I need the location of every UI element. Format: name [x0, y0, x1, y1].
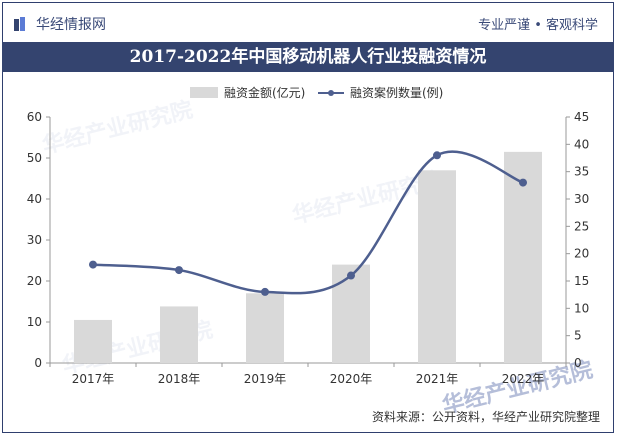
bar-3 — [332, 264, 370, 363]
line-point-2 — [261, 287, 269, 296]
left-tick-label: 20 — [27, 274, 42, 288]
legend-line-swatch — [318, 89, 344, 96]
left-tick-label: 0 — [34, 356, 42, 370]
legend: 融资金额(亿元) 融资案例数量(例) — [0, 80, 618, 102]
right-tick-label: 0 — [574, 356, 582, 370]
brand: 华经情报网 — [14, 14, 106, 34]
bar-5 — [504, 151, 542, 363]
x-tick-label: 2017年 — [72, 372, 115, 386]
left-tick-label: 10 — [27, 315, 42, 329]
bar-2 — [246, 293, 284, 363]
line-point-1 — [175, 266, 183, 275]
brand-name: 华经情报网 — [36, 17, 106, 33]
right-tick-label: 35 — [574, 165, 589, 179]
legend-line-label: 融资案例数量(例) — [350, 86, 444, 100]
legend-bar-swatch — [190, 87, 218, 98]
line-point-5 — [519, 178, 527, 187]
right-tick-label: 30 — [574, 192, 589, 206]
left-tick-label: 50 — [27, 151, 42, 165]
chart-frame — [2, 2, 614, 433]
chart-title: 2017-2022年中国移动机器人行业投融资情况 — [2, 42, 614, 72]
right-tick-label: 15 — [574, 274, 589, 288]
bar-4 — [418, 170, 456, 363]
x-tick-label: 2018年 — [158, 372, 201, 386]
right-tick-label: 25 — [574, 219, 589, 233]
right-tick-label: 20 — [574, 247, 589, 261]
brand-logo-icon — [14, 17, 25, 31]
x-tick-label: 2020年 — [330, 372, 373, 386]
left-tick-label: 60 — [27, 110, 42, 124]
line-point-4 — [433, 151, 441, 160]
line-point-3 — [347, 271, 355, 280]
legend-item-bar: 融资金额(亿元) — [190, 84, 305, 101]
left-tick-label: 30 — [27, 233, 42, 247]
header-row: 华经情报网 专业严谨 • 客观科学 — [0, 0, 612, 44]
x-tick-label: 2022年 — [502, 372, 545, 386]
left-tick-label: 40 — [27, 192, 42, 206]
right-tick-label: 5 — [574, 329, 582, 343]
source-note: 资料来源：公开资料，华经产业研究院整理 — [371, 410, 600, 424]
bar-0 — [74, 319, 112, 363]
case-count-line — [92, 150, 524, 295]
line-point-0 — [89, 260, 97, 269]
legend-item-line: 融资案例数量(例) — [318, 84, 443, 101]
legend-bar-label: 融资金额(亿元) — [224, 86, 306, 100]
right-tick-label: 45 — [574, 110, 589, 124]
slogan: 专业严谨 • 客观科学 — [478, 18, 598, 33]
right-tick-label: 40 — [574, 137, 589, 151]
bar-1 — [160, 306, 198, 363]
right-tick-label: 10 — [574, 301, 589, 315]
x-tick-label: 2021年 — [416, 372, 459, 386]
x-tick-label: 2019年 — [244, 372, 287, 386]
